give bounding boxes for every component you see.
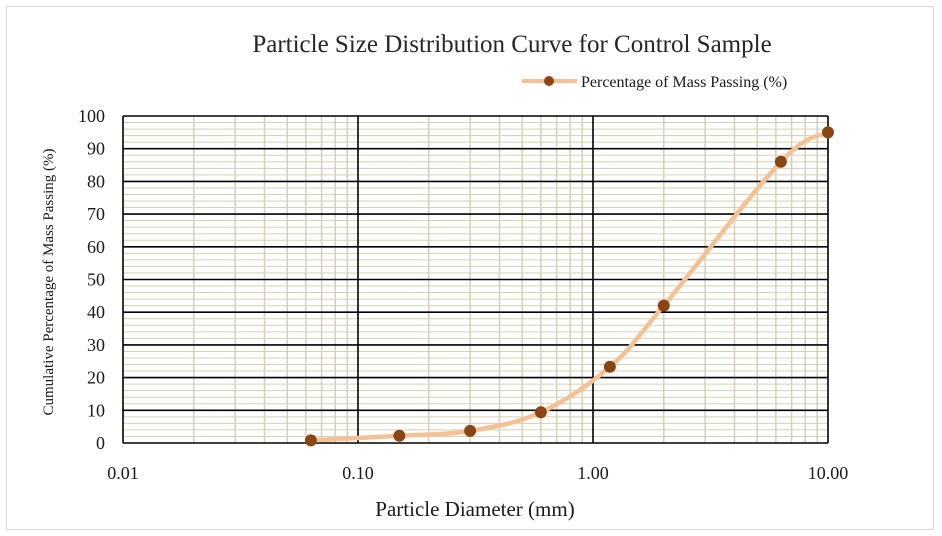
legend-label: Percentage of Mass Passing (%) [581,74,787,91]
grid [122,115,829,444]
series-percentage-mass-passing [304,126,834,447]
data-point [657,299,670,312]
y-tick-label: 50 [87,270,105,290]
tick-labels: 0 10 20 30 40 50 60 70 80 90 100 0.01 0.10 1.00 10.00 [78,106,848,483]
y-tick-label: 10 [87,400,105,420]
data-point [393,429,406,442]
chart-title: Particle Size Distribution Curve for Con… [252,31,771,58]
y-tick-label: 70 [87,204,105,224]
series-line [308,130,831,443]
x-axis-title: Particle Diameter (mm) [375,497,574,521]
x-tick-label: 0.10 [342,463,374,483]
legend: Percentage of Mass Passing (%) [522,74,787,91]
legend-marker-swatch [544,76,554,86]
data-point [464,424,477,437]
y-tick-label: 90 [87,139,105,159]
y-tick-label: 0 [96,433,105,453]
y-tick-label: 100 [78,106,105,126]
data-point [603,360,616,373]
y-tick-label: 30 [87,335,105,355]
y-axis-title: Cumulative Percentage of Mass Passing (%… [41,148,57,415]
y-tick-label: 20 [87,368,105,388]
x-tick-label: 0.01 [107,463,139,483]
data-point [822,126,834,139]
x-tick-label: 10.00 [808,463,849,483]
x-tick-label: 1.00 [577,463,609,483]
y-tick-label: 60 [87,237,105,257]
data-point [774,155,787,168]
data-point [304,434,317,447]
y-tick-label: 80 [87,171,105,191]
y-tick-label: 40 [87,302,105,322]
data-point [534,406,547,419]
